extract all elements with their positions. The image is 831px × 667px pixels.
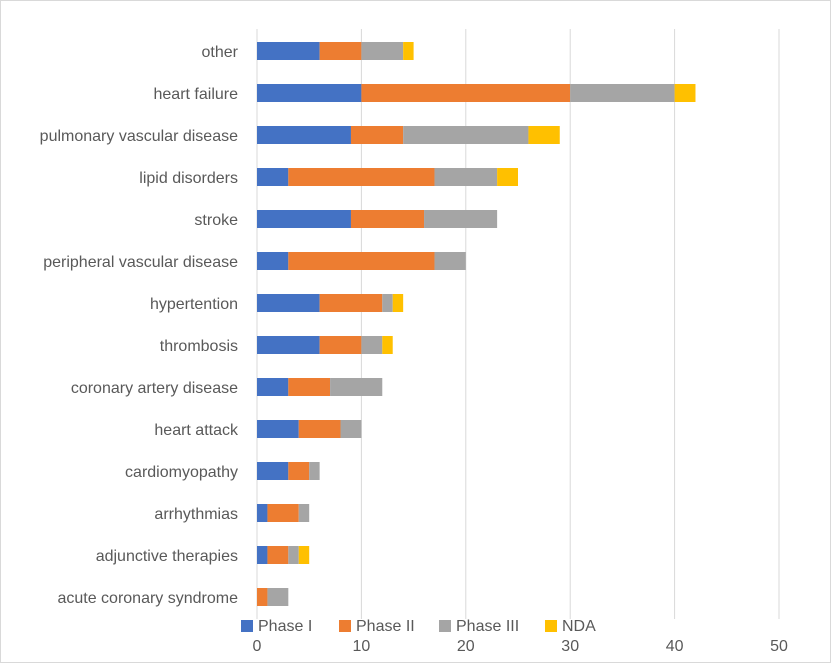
bar-phase-ii-peripheral-vascular-disease bbox=[288, 252, 435, 270]
category-label-peripheral-vascular-disease: peripheral vascular disease bbox=[43, 254, 238, 271]
bar-nda-other bbox=[403, 42, 414, 60]
bar-phase-iii-heart-failure bbox=[570, 84, 675, 102]
legend-label-phase-iii: Phase III bbox=[456, 618, 519, 635]
category-label-heart-attack: heart attack bbox=[154, 422, 239, 439]
x-tick-label: 0 bbox=[253, 638, 262, 655]
bar-phase-ii-arrhythmias bbox=[267, 504, 299, 522]
bar-phase-i-thrombosis bbox=[257, 336, 320, 354]
bar-phase-ii-lipid-disorders bbox=[288, 168, 435, 186]
bar-phase-ii-cardiomyopathy bbox=[288, 462, 310, 480]
category-label-coronary-artery-disease: coronary artery disease bbox=[71, 380, 238, 397]
bar-phase-iii-pulmonary-vascular-disease bbox=[403, 126, 529, 144]
bar-phase-iii-coronary-artery-disease bbox=[330, 378, 383, 396]
bar-phase-ii-heart-failure bbox=[361, 84, 571, 102]
bar-phase-ii-coronary-artery-disease bbox=[288, 378, 331, 396]
bar-phase-iii-lipid-disorders bbox=[434, 168, 498, 186]
legend-swatch-phase-i bbox=[241, 620, 253, 632]
legend-label-phase-ii: Phase II bbox=[356, 618, 415, 635]
bar-phase-iii-heart-attack bbox=[340, 420, 362, 438]
legend: Phase I Phase II Phase III NDA bbox=[241, 618, 596, 635]
category-label-heart-failure: heart failure bbox=[154, 86, 239, 103]
bar-phase-iii-cardiomyopathy bbox=[309, 462, 320, 480]
bar-phase-ii-stroke bbox=[350, 210, 425, 228]
bar-phase-i-stroke bbox=[257, 210, 351, 228]
bar-nda-lipid-disorders bbox=[497, 168, 518, 186]
x-tick-label: 20 bbox=[457, 638, 475, 655]
bar-phase-iii-arrhythmias bbox=[298, 504, 310, 522]
category-label-other: other bbox=[202, 44, 239, 61]
x-tick-label: 30 bbox=[561, 638, 579, 655]
bar-nda-thrombosis bbox=[382, 336, 393, 354]
category-label-adjunctive-therapies: adjunctive therapies bbox=[96, 548, 238, 565]
bar-phase-iii-hypertention bbox=[382, 294, 393, 312]
bar-phase-ii-heart-attack bbox=[298, 420, 341, 438]
bar-phase-i-cardiomyopathy bbox=[257, 462, 289, 480]
bar-phase-ii-acute-coronary-syndrome bbox=[257, 588, 268, 606]
bar-phase-i-heart-attack bbox=[257, 420, 299, 438]
bar-phase-ii-other bbox=[319, 42, 362, 60]
bar-phase-ii-adjunctive-therapies bbox=[267, 546, 289, 564]
bar-phase-iii-stroke bbox=[424, 210, 498, 228]
category-label-hypertention: hypertention bbox=[150, 296, 238, 313]
x-tick-label: 50 bbox=[770, 638, 788, 655]
legend-label-phase-i: Phase I bbox=[258, 618, 312, 635]
x-tick-label: 10 bbox=[353, 638, 371, 655]
category-label-pulmonary-vascular-disease: pulmonary vascular disease bbox=[40, 128, 238, 145]
bar-phase-iii-thrombosis bbox=[361, 336, 383, 354]
x-tick-labels: 0 10 20 30 40 50 bbox=[253, 638, 788, 655]
category-label-arrhythmias: arrhythmias bbox=[154, 506, 238, 523]
category-label-lipid-disorders: lipid disorders bbox=[139, 170, 238, 187]
category-label-thrombosis: thrombosis bbox=[160, 338, 238, 355]
legend-swatch-nda bbox=[545, 620, 557, 632]
gridlines bbox=[256, 29, 780, 619]
bar-nda-adjunctive-therapies bbox=[298, 546, 310, 564]
bar-phase-ii-thrombosis bbox=[319, 336, 362, 354]
bar-phase-i-adjunctive-therapies bbox=[257, 546, 268, 564]
x-tick-label: 40 bbox=[666, 638, 684, 655]
bar-phase-iii-peripheral-vascular-disease bbox=[434, 252, 466, 270]
bar-phase-i-lipid-disorders bbox=[257, 168, 289, 186]
bar-nda-hypertention bbox=[392, 294, 404, 312]
legend-swatch-phase-iii bbox=[439, 620, 451, 632]
bar-phase-i-coronary-artery-disease bbox=[257, 378, 289, 396]
bar-nda-heart-failure bbox=[674, 84, 696, 102]
bar-phase-i-arrhythmias bbox=[257, 504, 268, 522]
bar-phase-ii-pulmonary-vascular-disease bbox=[350, 126, 404, 144]
bar-phase-i-peripheral-vascular-disease bbox=[257, 252, 289, 270]
category-labels: other heart failure pulmonary vascular dis… bbox=[40, 44, 239, 607]
bar-phase-i-other bbox=[257, 42, 320, 60]
bar-phase-iii-other bbox=[361, 42, 404, 60]
bars bbox=[257, 42, 696, 606]
bar-nda-pulmonary-vascular-disease bbox=[528, 126, 560, 144]
bar-phase-i-heart-failure bbox=[257, 84, 362, 102]
category-label-cardiomyopathy: cardiomyopathy bbox=[125, 464, 238, 481]
bar-phase-i-pulmonary-vascular-disease bbox=[257, 126, 351, 144]
bar-phase-iii-acute-coronary-syndrome bbox=[267, 588, 289, 606]
bar-phase-iii-adjunctive-therapies bbox=[288, 546, 299, 564]
bar-phase-i-hypertention bbox=[257, 294, 320, 312]
legend-label-nda: NDA bbox=[562, 618, 596, 635]
bar-phase-ii-hypertention bbox=[319, 294, 383, 312]
category-label-acute-coronary-syndrome: acute coronary syndrome bbox=[57, 590, 238, 607]
legend-swatch-phase-ii bbox=[339, 620, 351, 632]
category-label-stroke: stroke bbox=[194, 212, 238, 229]
